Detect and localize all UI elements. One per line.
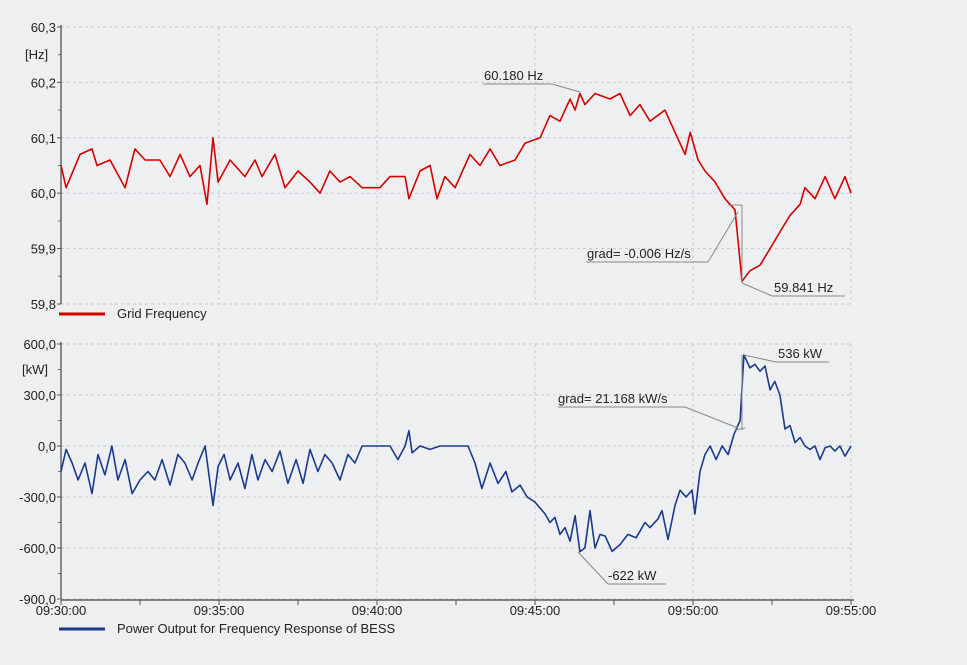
annotation-leader	[741, 282, 773, 297]
y-tick-label: 60,1	[31, 131, 56, 146]
y-tick-label: 60,2	[31, 75, 56, 90]
x-tick-label: 09:45:00	[510, 603, 561, 618]
power-chart: 600,0 300,0 0,0 -300,0 -600,0 -900,009:30:00 0…	[19, 337, 876, 618]
legend-power-output: Power Output for Frequency Response of B…	[59, 621, 396, 636]
series-line	[60, 354, 852, 553]
legend-label: Power Output for Frequency Response of B…	[117, 621, 396, 636]
annotation-leader	[707, 211, 739, 263]
series-line	[60, 92, 852, 283]
annotation-label: -622 kW	[608, 568, 657, 583]
annotation-label: 536 kW	[778, 346, 823, 361]
annotation-label: 59.841 Hz	[774, 280, 833, 295]
x-tick-label: 09:40:00	[352, 603, 403, 618]
y-tick-label: 60,3	[31, 20, 56, 35]
y-tick-label: -300,0	[19, 490, 56, 505]
y-tick-label: 300,0	[23, 388, 56, 403]
y-tick-label: 60,0	[31, 186, 56, 201]
frequency-unit-label: [Hz]	[25, 47, 48, 62]
annotation-min-power: -622 kW	[577, 551, 666, 585]
y-tick-label: -600,0	[19, 541, 56, 556]
y-tick-label: 59,9	[31, 242, 56, 257]
annotation-leader	[577, 551, 609, 585]
gradient-bracket	[734, 427, 746, 431]
y-tick-label: 59,8	[31, 297, 56, 312]
x-tick-label: 09:35:00	[194, 603, 245, 618]
annotation-leader	[743, 354, 777, 363]
legend-label: Grid Frequency	[117, 306, 207, 321]
y-tick-label: 600,0	[23, 337, 56, 352]
frequency-chart: 60,3 60,2 60,1 60,0 59,9 59,8	[31, 20, 852, 312]
annotation-label: 60.180 Hz	[484, 68, 543, 83]
y-tick-label: 0,0	[38, 439, 56, 454]
annotation-label: grad= -0.006 Hz/s	[587, 246, 691, 261]
legend-grid-frequency: Grid Frequency	[59, 306, 207, 321]
x-tick-label: 09:30:00	[36, 603, 87, 618]
annotation-frequency-gradient: grad= -0.006 Hz/s	[586, 204, 743, 283]
power-unit-label: [kW]	[22, 362, 48, 377]
annotation-leader	[684, 406, 739, 429]
annotation-leader	[551, 83, 581, 93]
x-tick-label: 09:55:00	[826, 603, 877, 618]
annotation-peak-power: 536 kW	[743, 346, 829, 363]
annotation-label: grad= 21.168 kW/s	[558, 391, 668, 406]
x-tick-label: 09:50:00	[668, 603, 719, 618]
annotation-power-gradient: grad= 21.168 kW/s	[558, 355, 746, 431]
y-tick-label: -900,0	[19, 592, 56, 607]
annotation-min-frequency: 59.841 Hz	[741, 280, 845, 297]
annotation-peak-frequency: 60.180 Hz	[483, 68, 581, 93]
